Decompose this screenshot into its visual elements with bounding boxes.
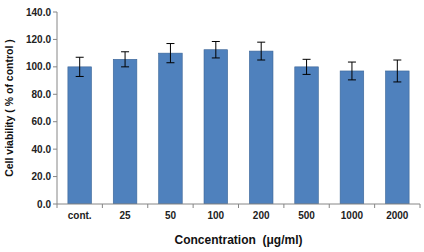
error-stem bbox=[397, 60, 398, 82]
error-cap bbox=[166, 62, 174, 63]
x-tick-label: cont. bbox=[68, 210, 92, 221]
x-tick bbox=[102, 204, 103, 208]
x-tick bbox=[193, 204, 194, 208]
chart: 0.0 20.0 40.0 60.0 80.0 100.0 120.0 140.0 cont. 2… bbox=[0, 0, 424, 252]
error-cap bbox=[76, 57, 84, 58]
error-cap bbox=[393, 60, 401, 61]
error-cap bbox=[303, 74, 311, 75]
error-cap bbox=[348, 79, 356, 80]
error-stem bbox=[261, 42, 262, 60]
y-tick bbox=[53, 149, 57, 150]
y-tick bbox=[53, 121, 57, 122]
error-cap bbox=[166, 43, 174, 44]
error-cap bbox=[348, 62, 356, 63]
x-tick bbox=[238, 204, 239, 208]
error-bar bbox=[257, 42, 265, 60]
x-tick-label: 50 bbox=[165, 210, 177, 221]
y-tick bbox=[53, 94, 57, 95]
x-tick bbox=[283, 204, 284, 208]
y-tick bbox=[53, 204, 57, 205]
x-tick-label: 1000 bbox=[341, 210, 364, 221]
x-tick-label: 2000 bbox=[386, 210, 409, 221]
error-stem bbox=[125, 52, 126, 67]
error-bar bbox=[393, 60, 401, 82]
x-tick bbox=[147, 204, 148, 208]
x-tick-label: 200 bbox=[253, 210, 270, 221]
error-bar bbox=[76, 57, 84, 76]
error-stem bbox=[351, 62, 352, 80]
error-cap bbox=[212, 41, 220, 42]
error-bar bbox=[166, 44, 174, 63]
y-tick bbox=[53, 39, 57, 40]
bar bbox=[295, 67, 319, 204]
y-tick bbox=[53, 12, 57, 13]
y-tick-label: 120.0 bbox=[26, 34, 51, 45]
error-cap bbox=[393, 81, 401, 82]
bar bbox=[340, 71, 364, 204]
error-cap bbox=[121, 66, 129, 67]
error-cap bbox=[257, 42, 265, 43]
error-cap bbox=[212, 57, 220, 58]
x-tick bbox=[57, 204, 58, 208]
y-tick bbox=[53, 176, 57, 177]
error-cap bbox=[257, 60, 265, 61]
y-tick-label: 140.0 bbox=[26, 7, 51, 18]
error-cap bbox=[76, 76, 84, 77]
y-axis bbox=[57, 12, 58, 204]
y-axis-title: Cell viability ( % of control ) bbox=[3, 39, 15, 177]
error-stem bbox=[215, 41, 216, 57]
y-tick bbox=[53, 66, 57, 67]
x-tick-label: 25 bbox=[120, 210, 132, 221]
bar bbox=[249, 51, 273, 204]
bar bbox=[386, 71, 410, 204]
x-tick-label: 500 bbox=[298, 210, 315, 221]
x-tick bbox=[329, 204, 330, 208]
error-bar bbox=[121, 52, 129, 67]
error-stem bbox=[306, 59, 307, 74]
x-tick bbox=[374, 204, 375, 208]
y-tick-label: 100.0 bbox=[26, 61, 51, 72]
error-bar bbox=[212, 41, 220, 57]
bars bbox=[68, 41, 409, 204]
error-bar bbox=[348, 62, 356, 80]
y-tick-label: 0.0 bbox=[37, 199, 51, 210]
y-tick-label: 60.0 bbox=[32, 116, 52, 127]
x-tick-label: 100 bbox=[207, 210, 224, 221]
error-cap bbox=[121, 51, 129, 52]
bar bbox=[204, 50, 228, 204]
y-tick-label: 40.0 bbox=[32, 144, 52, 155]
error-bar bbox=[303, 59, 311, 74]
x-tick bbox=[420, 204, 421, 208]
y-tick-label: 20.0 bbox=[32, 171, 52, 182]
error-cap bbox=[303, 59, 311, 60]
bar bbox=[68, 67, 92, 204]
bar bbox=[113, 59, 137, 204]
x-axis-title: Concentration (μg/ml) bbox=[174, 233, 302, 247]
y-tick-label: 80.0 bbox=[32, 89, 52, 100]
error-stem bbox=[170, 44, 171, 63]
bar bbox=[159, 53, 183, 204]
error-stem bbox=[79, 57, 80, 76]
